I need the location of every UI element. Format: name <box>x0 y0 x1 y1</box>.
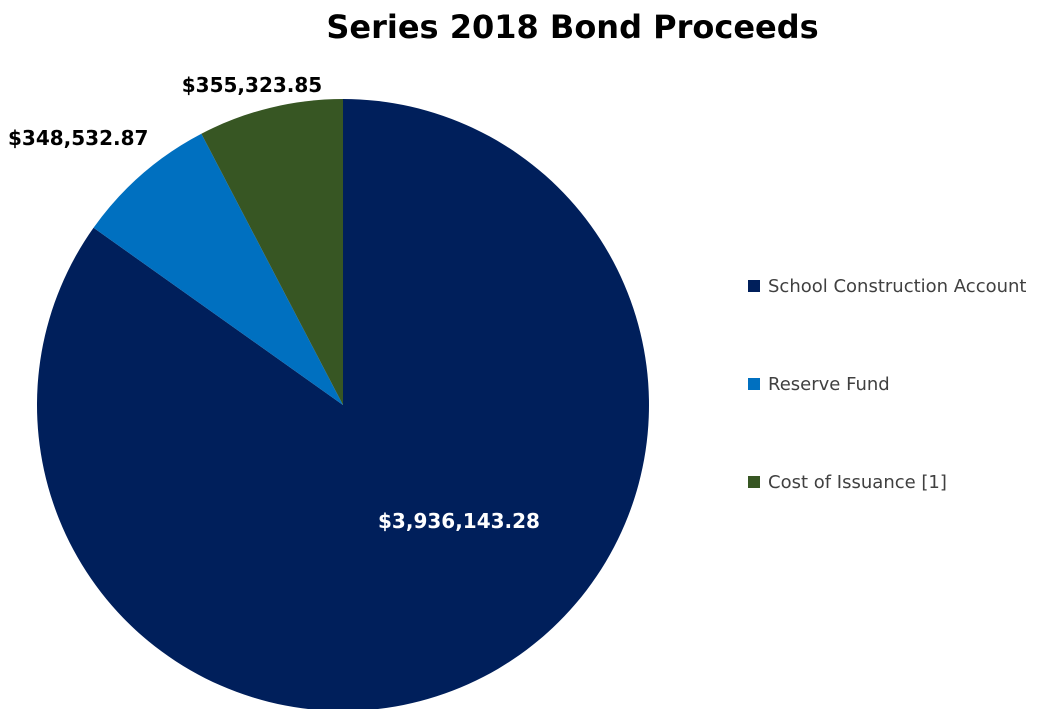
legend-swatch <box>748 378 760 390</box>
pie-slice <box>201 99 343 405</box>
legend-label: School Construction Account <box>768 275 1027 297</box>
legend-item: Cost of Issuance [1] <box>748 468 1044 496</box>
legend-item: School Construction Account <box>748 272 1044 300</box>
slice-data-label: $355,323.85 <box>182 73 322 97</box>
slice-data-label: $3,936,143.28 <box>378 509 540 533</box>
pie-slice <box>93 133 343 405</box>
legend-label: Reserve Fund <box>768 373 890 395</box>
pie-slice <box>37 99 650 709</box>
slice-data-label: $348,532.87 <box>8 126 148 150</box>
legend-swatch <box>748 280 760 292</box>
chart-legend: School Construction Account Reserve Fund… <box>748 272 1044 566</box>
legend-label: Cost of Issuance [1] <box>768 471 947 493</box>
legend-swatch <box>748 476 760 488</box>
legend-item: Reserve Fund <box>748 370 1044 398</box>
chart-title: Series 2018 Bond Proceeds <box>326 8 819 46</box>
